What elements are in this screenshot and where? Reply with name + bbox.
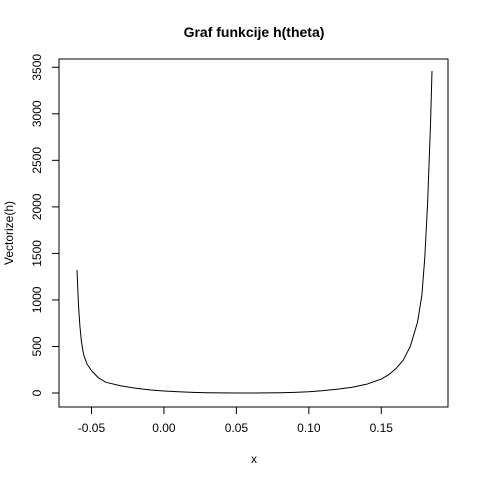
y-tick-label: 500 (30, 336, 44, 356)
plot-box (58, 58, 449, 408)
y-axis: 0 500 1000 1500 2000 2500 3000 3500 (30, 54, 60, 396)
x-axis-label: x (251, 452, 257, 466)
series-line (76, 70, 433, 394)
x-tick-label: 0.15 (370, 421, 394, 435)
y-tick-label: 3000 (30, 100, 44, 127)
chart-title: Graf funkcije h(theta) (184, 24, 325, 40)
x-axis: -0.05 0.00 0.05 0.10 0.15 (78, 406, 394, 435)
y-tick-label: 1000 (30, 286, 44, 313)
x-tick-label: -0.05 (78, 421, 106, 435)
x-tick-label: 0.05 (225, 421, 249, 435)
x-tick-label: 0.00 (152, 421, 176, 435)
y-tick-label: 2500 (30, 147, 44, 174)
plot-area (76, 70, 433, 394)
y-tick-label: 1500 (30, 240, 44, 267)
y-tick-label: 3500 (30, 54, 44, 81)
y-tick-label: 0 (30, 389, 44, 396)
y-tick-label: 2000 (30, 193, 44, 220)
x-tick-label: 0.10 (297, 421, 321, 435)
y-axis-label: Vectorize(h) (2, 201, 16, 265)
